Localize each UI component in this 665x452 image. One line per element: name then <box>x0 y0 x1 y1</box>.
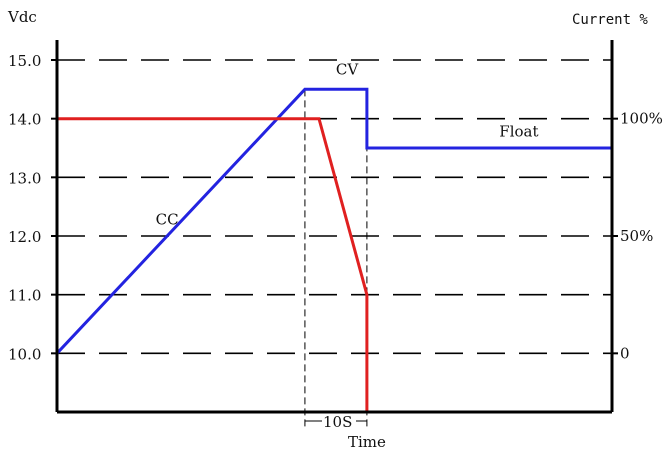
left-tick-label-10.0: 10.0 <box>8 345 41 363</box>
right-tick-label-50%: 50% <box>620 227 653 245</box>
left-tick-label-13.0: 13.0 <box>8 169 41 187</box>
right-tick-label-0: 0 <box>620 344 630 362</box>
left-tick-label-11.0: 11.0 <box>8 287 41 305</box>
annotation-cc: CC <box>156 210 179 228</box>
annotation-cv: CV <box>336 61 359 79</box>
grid-lines <box>57 59 612 355</box>
left-axis-label: Vdc <box>7 8 37 26</box>
left-tick-label-12.0: 12.0 <box>8 228 41 246</box>
series-line-0 <box>55 87 612 355</box>
labels: Vdc Current % Time 10S 15.0 14.0 13.0 12.0 1… <box>7 8 663 451</box>
axes <box>51 40 618 414</box>
left-tick-label-14.0: 14.0 <box>8 111 41 129</box>
right-tick-label-100%: 100% <box>620 110 663 128</box>
right-axis-label: Current % <box>572 12 648 28</box>
annotation-float: Float <box>499 122 538 140</box>
left-tick-label-15.0: 15.0 <box>8 52 41 70</box>
x-axis-label: Time <box>348 433 386 451</box>
interval-label: 10S <box>323 413 352 431</box>
